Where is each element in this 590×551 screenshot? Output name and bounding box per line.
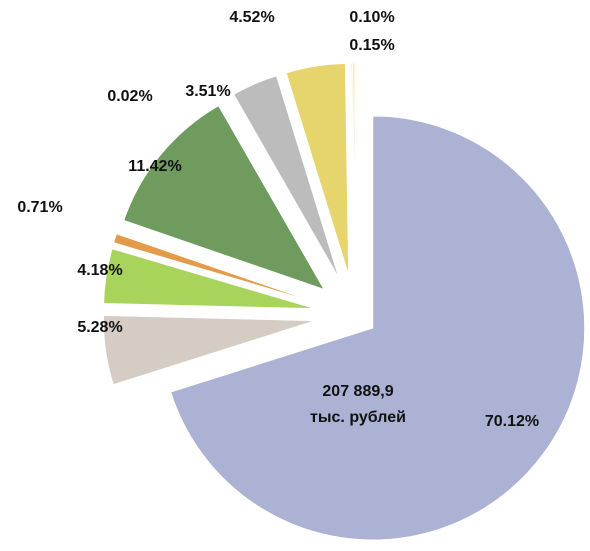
data-label: 0.10% (349, 9, 394, 26)
data-label: 4.52% (229, 9, 274, 26)
pie-slice (170, 115, 586, 541)
pie-slice (285, 63, 350, 276)
pie-slice (103, 248, 316, 310)
data-label: 3.51% (185, 83, 230, 100)
pie-slice (233, 75, 340, 279)
pie-slice (123, 105, 326, 291)
data-label: 5.28% (77, 319, 122, 336)
pie-slice (102, 314, 316, 386)
center-label: 207 889,9 (322, 383, 393, 400)
data-label: 11.42% (128, 158, 181, 175)
data-label: 0.15% (349, 37, 394, 54)
data-label: 4.18% (77, 262, 122, 279)
pie-slice (352, 62, 356, 276)
center-label: тыс. рублей (310, 409, 406, 426)
pie-slice (228, 95, 336, 281)
data-label: 0.71% (17, 199, 62, 216)
data-label: 70.12% (485, 413, 539, 430)
pie-slice (112, 233, 318, 304)
data-label: 0.02% (107, 88, 152, 105)
